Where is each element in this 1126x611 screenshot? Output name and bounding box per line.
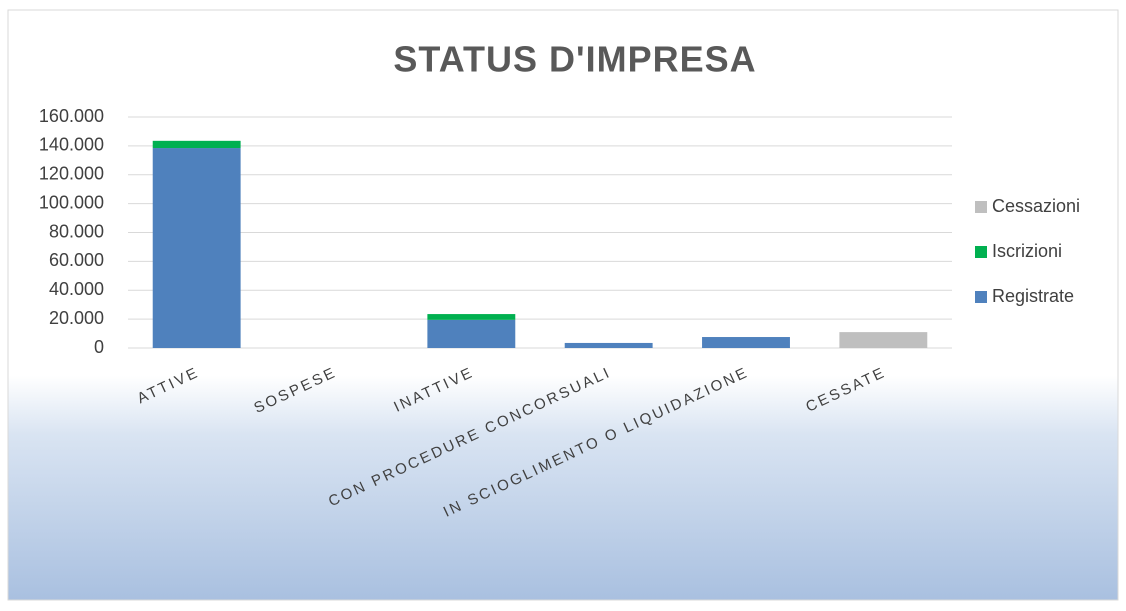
y-tick-label: 140.000 [39,135,104,155]
bar-segment [702,337,790,348]
y-tick-label: 60.000 [49,250,104,270]
bar-segment [152,148,241,348]
legend-swatch [975,201,987,213]
bar-segment [427,314,516,320]
y-tick-label: 160.000 [39,106,104,126]
legend-label: Cessazioni [992,196,1080,216]
y-tick-label: 120.000 [39,164,104,184]
bar-segment [152,140,241,149]
legend-label: Registrate [992,286,1074,306]
bar-segment [564,342,653,348]
y-tick-label: 20.000 [49,308,104,328]
legend-swatch [975,246,987,258]
legend-swatch [975,291,987,303]
y-tick-label: 0 [94,337,104,357]
y-tick-label: 40.000 [49,279,104,299]
y-tick-label: 100.000 [39,192,104,212]
y-tick-label: 80.000 [49,221,104,241]
legend-label: Iscrizioni [992,241,1062,261]
bar-segment [427,319,516,348]
bar-segment [839,332,928,348]
chart-title: STATUS D'IMPRESA [393,39,756,80]
